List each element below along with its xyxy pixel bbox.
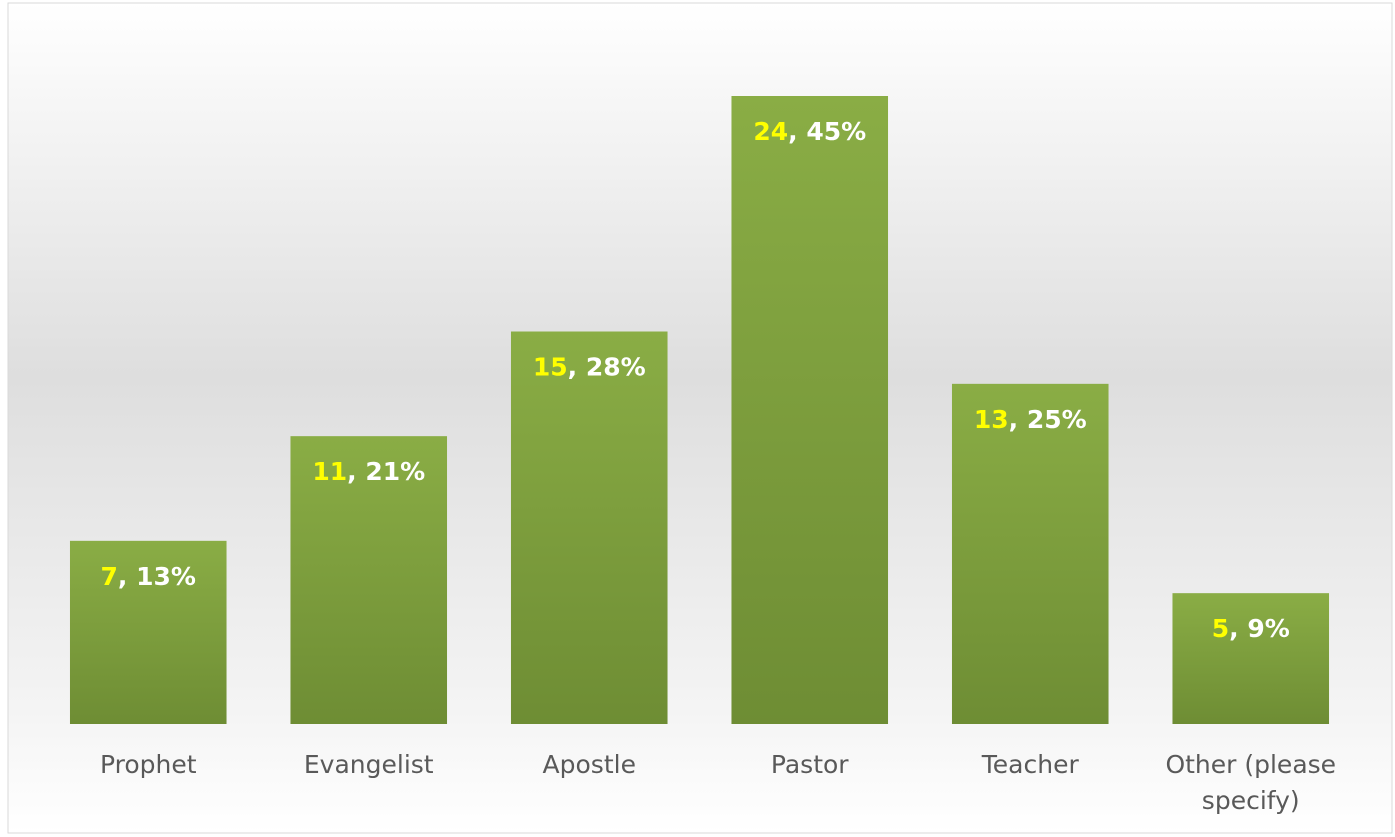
bar — [69, 540, 227, 724]
data-label-separator: , — [118, 562, 136, 591]
data-label: 13, 25% — [974, 405, 1087, 434]
x-tick-label: Prophet — [99, 750, 197, 779]
bar — [510, 331, 668, 724]
data-label-count: 5 — [1212, 614, 1229, 643]
bar — [290, 436, 448, 724]
data-label-count: 24 — [753, 117, 788, 146]
data-label-count: 13 — [974, 405, 1009, 434]
data-label-separator: , — [1009, 405, 1027, 434]
bar — [951, 383, 1109, 724]
x-tick-label: Apostle — [542, 750, 636, 779]
data-label-separator: , — [568, 353, 586, 382]
data-label-percent: 21% — [365, 457, 425, 486]
data-label-count: 11 — [312, 457, 347, 486]
bar — [731, 96, 889, 724]
data-label-count: 7 — [101, 562, 118, 591]
x-tick-label: Pastor — [770, 750, 849, 779]
data-label-percent: 9% — [1247, 614, 1289, 643]
data-label-percent: 13% — [136, 562, 196, 591]
data-label-separator: , — [1229, 614, 1247, 643]
x-tick-label: Evangelist — [303, 750, 434, 779]
data-label: 24, 45% — [753, 117, 866, 146]
data-label-separator: , — [347, 457, 365, 486]
data-label-percent: 25% — [1027, 405, 1087, 434]
data-label-count: 15 — [533, 353, 568, 382]
data-label: 5, 9% — [1212, 614, 1290, 643]
x-tick-label: Teacher — [981, 750, 1079, 779]
data-label-percent: 28% — [586, 353, 646, 382]
chart-area — [7, 2, 1393, 834]
data-label: 11, 21% — [312, 457, 425, 486]
data-label-separator: , — [788, 117, 806, 146]
data-label: 15, 28% — [533, 353, 646, 382]
data-label-percent: 45% — [806, 117, 866, 146]
bar — [1172, 593, 1330, 724]
data-label: 7, 13% — [101, 562, 196, 591]
x-tick-label: Other (please specify) — [1165, 750, 1337, 815]
